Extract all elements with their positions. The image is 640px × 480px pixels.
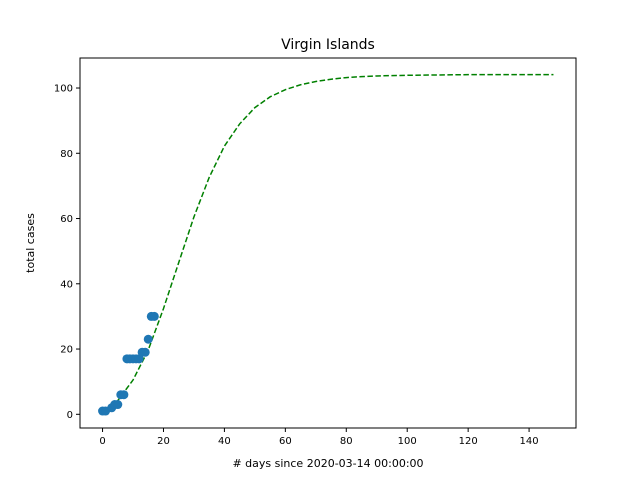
x-tick-label: 20 [157, 436, 170, 447]
data-point [149, 311, 159, 321]
y-axis-ticks: 0 20 40 60 80 100 [54, 84, 80, 421]
fit-curve-layer [102, 73, 554, 412]
x-tick-label: 140 [520, 436, 539, 447]
x-tick-label: 120 [459, 436, 478, 447]
fit-curve-line [102, 73, 554, 412]
y-tick-label: 80 [60, 149, 73, 160]
x-axis-label: # days since 2020-03-14 00:00:00 [232, 457, 423, 470]
data-point [113, 400, 123, 410]
x-tick-label: 80 [340, 436, 353, 447]
plot-area [80, 58, 576, 428]
data-point [119, 390, 129, 400]
data-point [140, 347, 150, 357]
x-tick-label: 100 [398, 436, 417, 447]
chart-title: Virgin Islands [281, 37, 375, 53]
data-point [143, 334, 153, 344]
y-tick-label: 40 [60, 279, 73, 290]
x-tick-label: 0 [99, 436, 105, 447]
plot-frame [79, 57, 577, 429]
y-tick-label: 60 [60, 214, 73, 225]
y-axis-label: total cases [24, 213, 37, 273]
y-tick-label: 100 [54, 84, 73, 95]
y-tick-label: 0 [67, 410, 73, 421]
x-axis-ticks: 0 20 40 60 80 100 120 140 [99, 428, 539, 447]
y-tick-label: 20 [60, 345, 73, 356]
x-tick-label: 40 [218, 436, 231, 447]
x-tick-label: 60 [279, 436, 292, 447]
data-points-layer [98, 311, 159, 416]
